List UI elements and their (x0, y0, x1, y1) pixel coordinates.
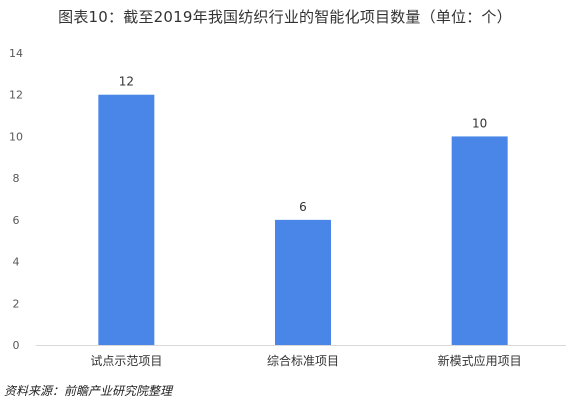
y-tick-label: 12 (9, 89, 23, 102)
bar (98, 94, 155, 345)
y-tick-label: 0 (13, 339, 20, 352)
x-tick-label: 综合标准项目 (267, 353, 339, 368)
bar (275, 219, 331, 345)
y-tick-label: 2 (13, 297, 20, 310)
y-tick-label: 14 (9, 47, 23, 60)
y-tick-label: 8 (13, 172, 20, 185)
data-label: 10 (472, 116, 487, 130)
x-tick-label: 试点示范项目 (90, 353, 162, 368)
bar (451, 136, 508, 345)
data-label: 12 (119, 75, 134, 89)
source-note: 资料来源：前瞻产业研究院整理 (4, 384, 173, 398)
chart-title: 图表10：截至2019年我国纺织行业的智能化项目数量（单位：个） (58, 8, 512, 26)
bar-series: 12 6 10 (98, 75, 508, 345)
x-tick-label: 新模式应用项目 (438, 353, 522, 368)
y-axis: 0 2 4 6 8 10 12 14 (9, 47, 23, 352)
y-tick-label: 10 (9, 130, 23, 143)
y-tick-label: 4 (13, 256, 20, 269)
data-label: 6 (299, 200, 307, 214)
y-tick-label: 6 (13, 214, 20, 227)
x-axis: 试点示范项目 综合标准项目 新模式应用项目 (36, 345, 566, 368)
